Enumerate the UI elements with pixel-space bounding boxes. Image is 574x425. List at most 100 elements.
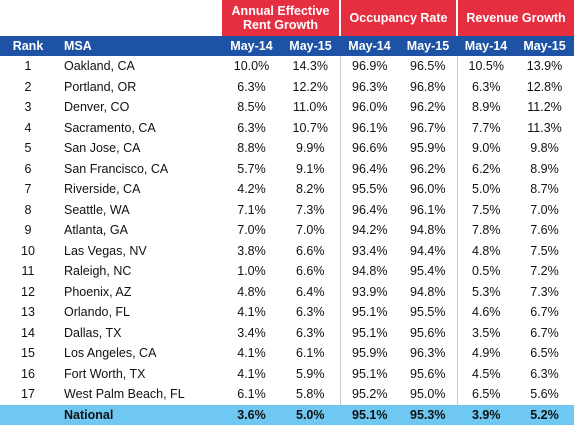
rent-period2-cell: 5.9% xyxy=(296,366,325,381)
revenue-period2-cell: 9.8% xyxy=(530,141,559,156)
rent-period2-cell: 12.2% xyxy=(292,79,328,94)
table-row: 7 Riverside, CA 4.2% 8.2% 95.5% 96.0% 5.0% 8.7% xyxy=(0,179,574,200)
rent-period2-cell: 6.6% xyxy=(296,264,325,279)
revenue-period1-cell: 4.5% xyxy=(456,363,515,384)
rent-period1-cell: 1.0% xyxy=(237,264,266,279)
rank-cell: 1 xyxy=(24,59,32,74)
msa-cell: Phoenix, AZ xyxy=(64,284,132,299)
rent-period2-cell: 8.2% xyxy=(296,182,325,197)
revenue-period2-cell: 7.0% xyxy=(530,202,559,217)
table-row: 12 Phoenix, AZ 4.8% 6.4% 93.9% 94.8% 5.3% 7.3% xyxy=(0,281,574,302)
rent-period1-cell: 6.3% xyxy=(237,120,266,135)
table-row: 2 Portland, OR 6.3% 12.2% 96.3% 96.8% 6.3% 12.8… xyxy=(0,76,574,97)
rent-period1-cell: 5.7% xyxy=(237,161,266,176)
revenue-period1-cell: 6.3% xyxy=(456,76,515,97)
occupancy-period2-cell: 95.5% xyxy=(410,305,446,320)
rent-period1-cell: 10.0% xyxy=(233,59,270,74)
revenue-period2-cell: 7.3% xyxy=(530,284,559,299)
group-header-row: Annual Effective Rent Growth Occupancy R… xyxy=(0,0,574,36)
rank-cell: 4 xyxy=(24,120,32,135)
table-row: 1 Oakland, CA 10.0% 14.3% 96.9% 96.5% 10.5% 13.… xyxy=(0,56,574,77)
occupancy-period1-cell: 96.4% xyxy=(339,158,399,179)
msa-cell: Portland, OR xyxy=(64,79,137,94)
rent-period2-cell: 6.4% xyxy=(296,284,325,299)
occupancy-period1-cell: 96.0% xyxy=(339,97,399,118)
table-row: 9 Atlanta, GA 7.0% 7.0% 94.2% 94.8% 7.8% 7.6% xyxy=(0,220,574,241)
rent-period1-cell: 3.8% xyxy=(237,243,266,258)
national-rent-period2: 5.0% xyxy=(281,404,340,425)
msa-cell: San Francisco, CA xyxy=(64,161,169,176)
rank-cell: 15 xyxy=(21,346,35,361)
msa-cell: Riverside, CA xyxy=(64,182,141,197)
rent-period1-cell: 3.4% xyxy=(237,325,266,340)
rent-period1-cell: 7.1% xyxy=(237,202,266,217)
msa-cell: Seattle, WA xyxy=(64,202,130,217)
revenue-period2-cell: 6.5% xyxy=(530,346,559,361)
rank-cell: 13 xyxy=(21,305,35,320)
revenue-period1-cell: 9.0% xyxy=(456,138,515,159)
occupancy-period1-cell: 96.9% xyxy=(339,56,399,77)
rank-cell: 17 xyxy=(21,387,35,402)
revenue-period1-cell: 8.9% xyxy=(456,97,515,118)
rent-period2-cell: 6.3% xyxy=(296,325,325,340)
occupancy-period2-cell: 96.5% xyxy=(410,59,446,74)
rank-cell: 8 xyxy=(24,202,32,217)
rent-period2-cell: 7.3% xyxy=(296,202,325,217)
rank-cell: 12 xyxy=(21,284,35,299)
table-body: 1 Oakland, CA 10.0% 14.3% 96.9% 96.5% 10.5% 13.… xyxy=(0,56,574,405)
revenue-period1-cell: 4.6% xyxy=(456,302,515,323)
revenue-period2-cell: 12.8% xyxy=(526,79,563,94)
rent-period1-cell: 4.2% xyxy=(237,182,266,197)
rent-period1-cell: 8.5% xyxy=(237,100,266,115)
occupancy-period2-cell: 96.8% xyxy=(410,79,446,94)
rent-period1-cell: 4.1% xyxy=(237,366,266,381)
msa-cell: Orlando, FL xyxy=(64,305,131,320)
blank-header-cell xyxy=(0,0,222,36)
rent-growth-group-header: Annual Effective Rent Growth xyxy=(222,0,340,36)
occupancy-period2-cell: 94.4% xyxy=(410,243,446,258)
occupancy-period2-cell: 96.2% xyxy=(410,100,446,115)
occupancy-period1-cell: 96.6% xyxy=(339,138,399,159)
rent-period2-cell: 11.0% xyxy=(292,100,328,115)
msa-cell: Dallas, TX xyxy=(64,325,122,340)
occupancy-period2-cell: 95.4% xyxy=(410,264,446,279)
msa-cell: Oakland, CA xyxy=(64,59,135,74)
rank-cell: 10 xyxy=(21,243,35,258)
revenue-period2-cell: 8.9% xyxy=(530,161,559,176)
table-row: 17 West Palm Beach, FL 6.1% 5.8% 95.2% 95.0% 6… xyxy=(0,384,574,405)
occupancy-period1-cell: 93.9% xyxy=(339,281,399,302)
revenue-period1-cell: 5.3% xyxy=(456,281,515,302)
rent-period1-cell: 4.1% xyxy=(237,346,266,361)
national-rank-cell xyxy=(0,404,56,425)
occupancy-period1-cell: 94.2% xyxy=(339,220,399,241)
rent-period1-cell: 6.1% xyxy=(237,387,266,402)
rent-period2-cell: 9.9% xyxy=(296,141,325,156)
revenue-period2-cell: 13.9% xyxy=(526,59,563,74)
rent-period1-cell: 6.3% xyxy=(237,79,266,94)
rank-cell: 6 xyxy=(24,161,32,176)
occupancy-period2-cell: 94.8% xyxy=(410,223,446,238)
occupancy-group-header: Occupancy Rate xyxy=(339,0,457,36)
rank-header: Rank xyxy=(0,36,56,56)
column-header-row: Rank MSA May-14 May-15 May-14 May-15 May… xyxy=(0,36,574,56)
occupancy-period2-header: May-15 xyxy=(399,36,457,56)
revenue-period1-cell: 6.5% xyxy=(456,384,515,405)
revenue-period1-cell: 7.8% xyxy=(456,220,515,241)
occupancy-period1-cell: 96.4% xyxy=(339,199,399,220)
msa-header: MSA xyxy=(56,36,222,56)
occupancy-period2-cell: 95.0% xyxy=(410,387,446,402)
msa-cell: Sacramento, CA xyxy=(64,120,156,135)
occupancy-period1-cell: 95.2% xyxy=(339,384,399,405)
revenue-period2-cell: 6.7% xyxy=(530,325,559,340)
msa-cell: Denver, CO xyxy=(64,100,130,115)
msa-cell: Fort Worth, TX xyxy=(64,366,146,381)
revenue-period2-cell: 7.2% xyxy=(530,264,559,279)
rank-cell: 16 xyxy=(21,366,35,381)
revenue-period2-cell: 11.3% xyxy=(527,120,562,135)
rank-cell: 11 xyxy=(21,264,35,279)
occupancy-period1-cell: 94.8% xyxy=(339,261,399,282)
table-row: 16 Fort Worth, TX 4.1% 5.9% 95.1% 95.6% 4.5% 6.… xyxy=(0,363,574,384)
table-row: 3 Denver, CO 8.5% 11.0% 96.0% 96.2% 8.9% 11.2% xyxy=(0,97,574,118)
rank-cell: 5 xyxy=(24,141,32,156)
